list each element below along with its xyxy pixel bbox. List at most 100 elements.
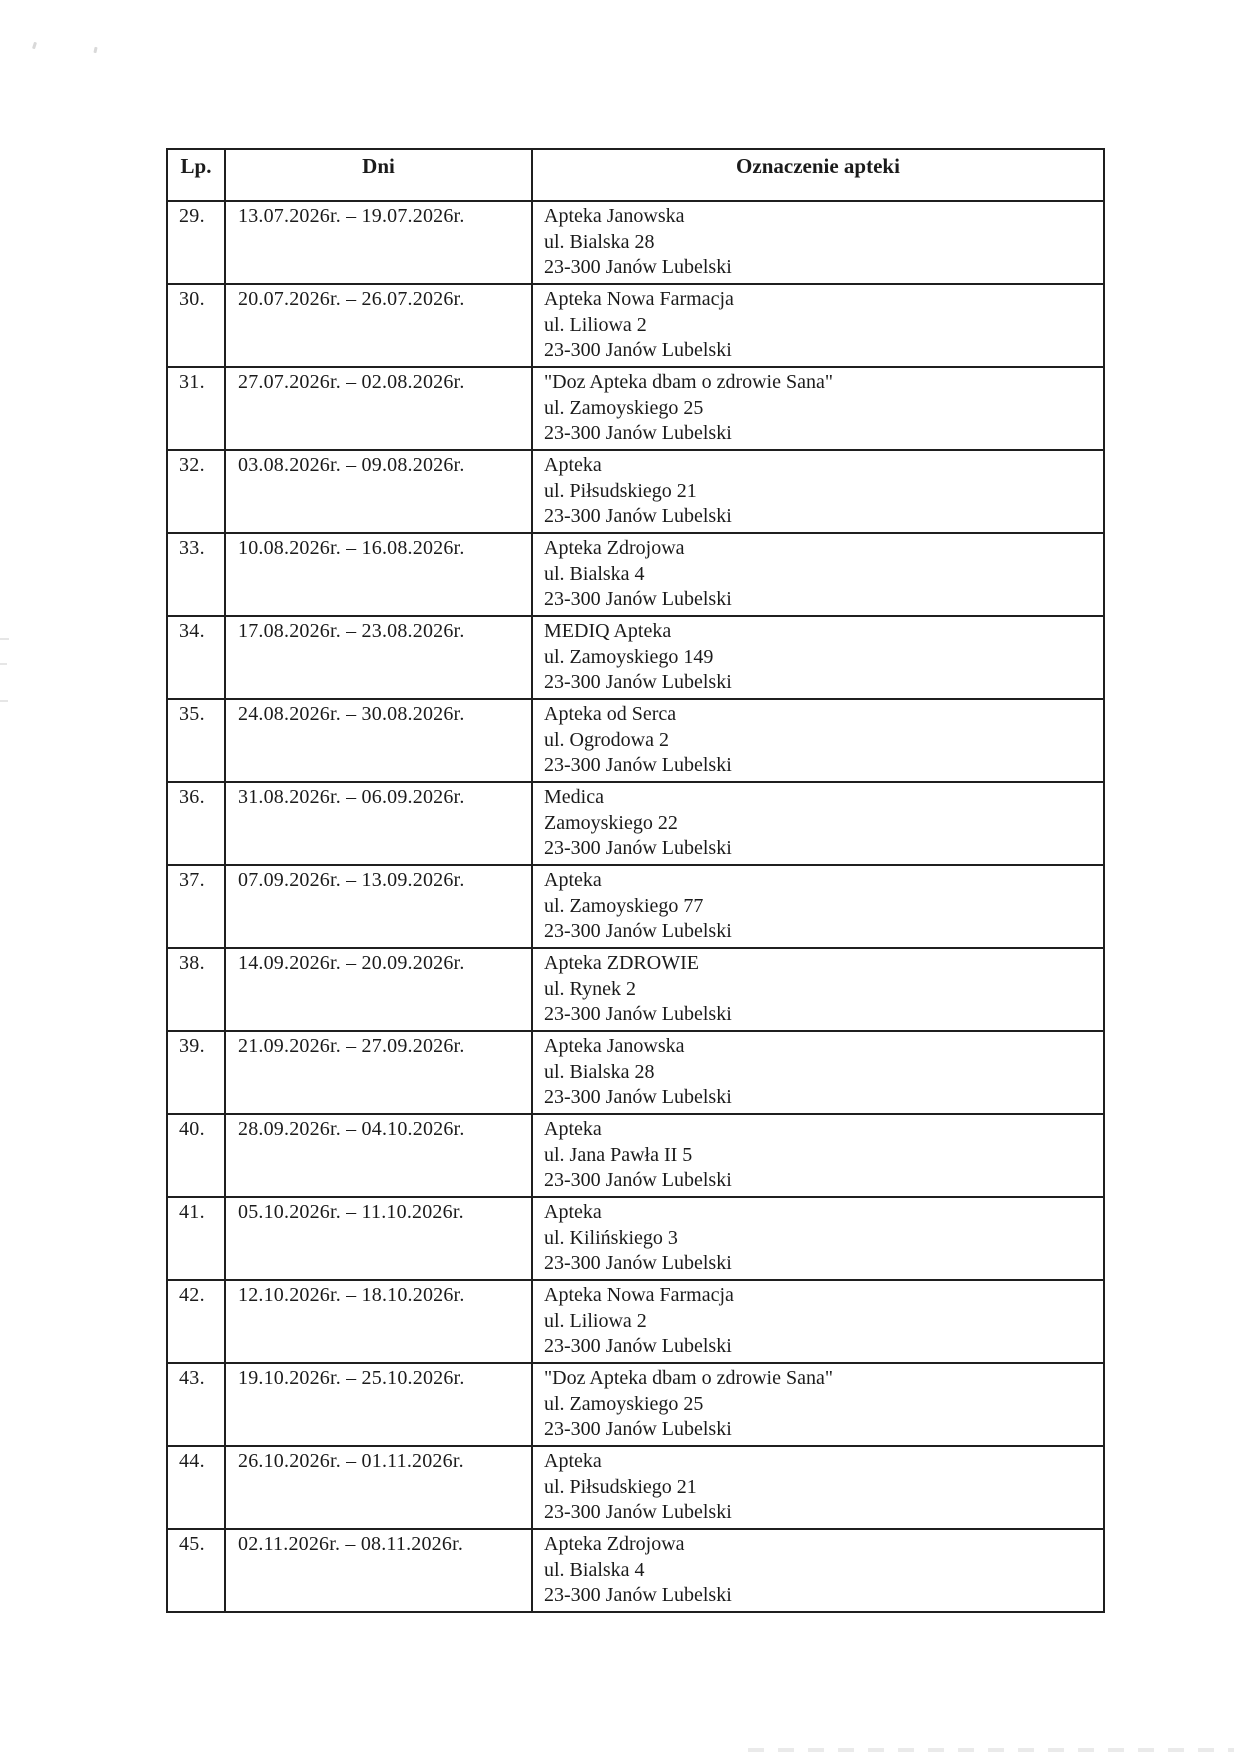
scan-speck [31, 41, 38, 50]
header-lp: Lp. [166, 148, 226, 202]
pharmacy-city: 23-300 Janów Lubelski [544, 256, 732, 278]
pharmacy-name: Apteka [544, 1450, 602, 1472]
pharmacy-street: ul. Liliowa 2 [544, 313, 647, 336]
pharmacy-city: 23-300 Janów Lubelski [544, 339, 732, 361]
row-number: 36. [166, 781, 226, 866]
pharmacy-name: Apteka ZDROWIE [544, 952, 699, 974]
row-dates: 13.07.2026r. – 19.07.2026r. [224, 200, 533, 285]
pharmacy-street: ul. Liliowa 2 [544, 1309, 647, 1332]
row-dates: 03.08.2026r. – 09.08.2026r. [224, 449, 533, 534]
pharmacy-street: ul. Piłsudskiego 21 [544, 479, 697, 502]
pharmacy-city: 23-300 Janów Lubelski [544, 920, 732, 942]
row-dates: 31.08.2026r. – 06.09.2026r. [224, 781, 533, 866]
pharmacy-street: ul. Ogrodowa 2 [544, 728, 669, 751]
row-dates: 10.08.2026r. – 16.08.2026r. [224, 532, 533, 617]
pharmacy-street: ul. Jana Pawła II 5 [544, 1143, 693, 1166]
pharmacy-city: 23-300 Janów Lubelski [544, 1584, 732, 1606]
table-row: 39. 21.09.2026r. – 27.09.2026r. Apteka J… [166, 1030, 1105, 1115]
row-number: 44. [166, 1445, 226, 1530]
row-dates: 17.08.2026r. – 23.08.2026r. [224, 615, 533, 700]
pharmacy-street: ul. Zamoyskiego 77 [544, 894, 704, 917]
pharmacy-duty-table: Lp. Dni Oznaczenie apteki 29. 13.07.2026… [166, 148, 1105, 1613]
pharmacy-name: Apteka Nowa Farmacja [544, 288, 734, 310]
row-number: 43. [166, 1362, 226, 1447]
pharmacy-name: Apteka Janowska [544, 205, 685, 227]
row-pharmacy: Apteka Janowska ul. Bialska 28 23-300 Ja… [531, 200, 1105, 285]
row-pharmacy: Apteka ul. Zamoyskiego 77 23-300 Janów L… [531, 864, 1105, 949]
pharmacy-name: Apteka od Serca [544, 703, 677, 725]
table-row: 30. 20.07.2026r. – 26.07.2026r. Apteka N… [166, 283, 1105, 368]
header-dni: Dni [224, 148, 533, 202]
pharmacy-city: 23-300 Janów Lubelski [544, 1169, 732, 1191]
row-dates: 02.11.2026r. – 08.11.2026r. [224, 1528, 533, 1613]
pharmacy-street: Zamoyskiego 22 [544, 811, 678, 834]
row-number: 38. [166, 947, 226, 1032]
scan-artifact [0, 663, 7, 665]
header-row: Lp. Dni Oznaczenie apteki [166, 148, 1105, 202]
row-pharmacy: Apteka Janowska ul. Bialska 28 23-300 Ja… [531, 1030, 1105, 1115]
row-number: 34. [166, 615, 226, 700]
row-pharmacy: "Doz Apteka dbam o zdrowie Sana" ul. Zam… [531, 366, 1105, 451]
row-number: 29. [166, 200, 226, 285]
table-row: 34. 17.08.2026r. – 23.08.2026r. MEDIQ Ap… [166, 615, 1105, 700]
table-row: 41. 05.10.2026r. – 11.10.2026r. Apteka u… [166, 1196, 1105, 1281]
pharmacy-name: Apteka [544, 869, 602, 891]
scan-artifact [748, 1748, 1234, 1752]
pharmacy-street: ul. Zamoyskiego 149 [544, 645, 714, 668]
pharmacy-name: Apteka [544, 1201, 602, 1223]
row-pharmacy: Medica Zamoyskiego 22 23-300 Janów Lubel… [531, 781, 1105, 866]
table-row: 40. 28.09.2026r. – 04.10.2026r. Apteka u… [166, 1113, 1105, 1198]
row-number: 39. [166, 1030, 226, 1115]
row-number: 33. [166, 532, 226, 617]
row-dates: 05.10.2026r. – 11.10.2026r. [224, 1196, 533, 1281]
table-row: 29. 13.07.2026r. – 19.07.2026r. Apteka J… [166, 200, 1105, 285]
pharmacy-city: 23-300 Janów Lubelski [544, 1335, 732, 1357]
row-dates: 27.07.2026r. – 02.08.2026r. [224, 366, 533, 451]
pharmacy-city: 23-300 Janów Lubelski [544, 1501, 732, 1523]
pharmacy-street: ul. Rynek 2 [544, 977, 636, 1000]
pharmacy-name: Apteka Zdrojowa [544, 537, 685, 559]
row-number: 45. [166, 1528, 226, 1613]
pharmacy-city: 23-300 Janów Lubelski [544, 1252, 732, 1274]
row-pharmacy: Apteka Zdrojowa ul. Bialska 4 23-300 Jan… [531, 532, 1105, 617]
row-pharmacy: Apteka ul. Piłsudskiego 21 23-300 Janów … [531, 1445, 1105, 1530]
table-row: 45. 02.11.2026r. – 08.11.2026r. Apteka Z… [166, 1528, 1105, 1613]
pharmacy-street: ul. Piłsudskiego 21 [544, 1475, 697, 1498]
table-row: 31. 27.07.2026r. – 02.08.2026r. "Doz Apt… [166, 366, 1105, 451]
pharmacy-city: 23-300 Janów Lubelski [544, 837, 732, 859]
pharmacy-name: Apteka Janowska [544, 1035, 685, 1057]
pharmacy-street: ul. Bialska 4 [544, 562, 645, 585]
row-pharmacy: Apteka ZDROWIE ul. Rynek 2 23-300 Janów … [531, 947, 1105, 1032]
pharmacy-name: Apteka [544, 454, 602, 476]
row-dates: 19.10.2026r. – 25.10.2026r. [224, 1362, 533, 1447]
row-dates: 28.09.2026r. – 04.10.2026r. [224, 1113, 533, 1198]
table-row: 33. 10.08.2026r. – 16.08.2026r. Apteka Z… [166, 532, 1105, 617]
row-pharmacy: Apteka Nowa Farmacja ul. Liliowa 2 23-30… [531, 1279, 1105, 1364]
table-row: 38. 14.09.2026r. – 20.09.2026r. Apteka Z… [166, 947, 1105, 1032]
row-pharmacy: Apteka od Serca ul. Ogrodowa 2 23-300 Ja… [531, 698, 1105, 783]
pharmacy-name: "Doz Apteka dbam o zdrowie Sana" [544, 1367, 834, 1389]
pharmacy-name: MEDIQ Apteka [544, 620, 672, 642]
pharmacy-street: ul. Bialska 4 [544, 1558, 645, 1581]
pharmacy-street: ul. Zamoyskiego 25 [544, 1392, 704, 1415]
pharmacy-name: "Doz Apteka dbam o zdrowie Sana" [544, 371, 834, 393]
row-number: 35. [166, 698, 226, 783]
pharmacy-street: ul. Bialska 28 [544, 230, 655, 253]
row-pharmacy: Apteka ul. Jana Pawła II 5 23-300 Janów … [531, 1113, 1105, 1198]
row-pharmacy: Apteka ul. Piłsudskiego 21 23-300 Janów … [531, 449, 1105, 534]
scan-artifact [0, 638, 9, 640]
row-dates: 07.09.2026r. – 13.09.2026r. [224, 864, 533, 949]
row-dates: 14.09.2026r. – 20.09.2026r. [224, 947, 533, 1032]
row-dates: 24.08.2026r. – 30.08.2026r. [224, 698, 533, 783]
pharmacy-city: 23-300 Janów Lubelski [544, 754, 732, 776]
scan-speck [93, 46, 98, 54]
pharmacy-city: 23-300 Janów Lubelski [544, 505, 732, 527]
row-dates: 21.09.2026r. – 27.09.2026r. [224, 1030, 533, 1115]
row-number: 30. [166, 283, 226, 368]
row-pharmacy: Apteka ul. Kilińskiego 3 23-300 Janów Lu… [531, 1196, 1105, 1281]
pharmacy-name: Apteka [544, 1118, 602, 1140]
row-dates: 20.07.2026r. – 26.07.2026r. [224, 283, 533, 368]
pharmacy-city: 23-300 Janów Lubelski [544, 671, 732, 693]
row-number: 41. [166, 1196, 226, 1281]
